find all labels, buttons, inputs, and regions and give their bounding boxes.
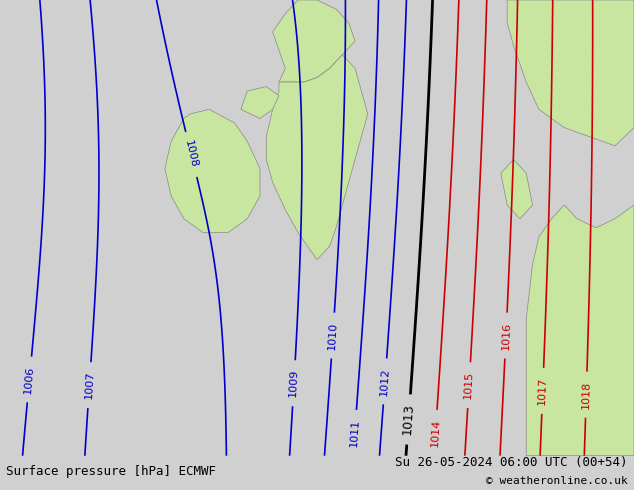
Polygon shape xyxy=(165,109,260,232)
Text: 1010: 1010 xyxy=(327,321,339,350)
Text: Su 26-05-2024 06:00 UTC (00+54): Su 26-05-2024 06:00 UTC (00+54) xyxy=(395,456,628,469)
Text: 1015: 1015 xyxy=(463,371,475,399)
Text: 1006: 1006 xyxy=(23,365,36,394)
Text: 1016: 1016 xyxy=(500,321,512,350)
Text: 1017: 1017 xyxy=(537,377,548,405)
Polygon shape xyxy=(266,55,368,260)
Polygon shape xyxy=(526,205,634,456)
Text: 1009: 1009 xyxy=(288,369,300,397)
Text: 1011: 1011 xyxy=(349,418,361,447)
Text: 1013: 1013 xyxy=(401,403,416,436)
Text: 1018: 1018 xyxy=(581,380,592,409)
Text: 1008: 1008 xyxy=(183,140,199,169)
Polygon shape xyxy=(501,160,533,219)
Text: Surface pressure [hPa] ECMWF: Surface pressure [hPa] ECMWF xyxy=(6,465,216,478)
Text: © weatheronline.co.uk: © weatheronline.co.uk xyxy=(486,476,628,486)
Polygon shape xyxy=(241,87,279,119)
Polygon shape xyxy=(507,0,634,146)
Text: 1012: 1012 xyxy=(379,367,391,396)
Text: 1007: 1007 xyxy=(84,371,95,399)
Text: 1014: 1014 xyxy=(430,418,441,447)
Polygon shape xyxy=(273,0,355,82)
